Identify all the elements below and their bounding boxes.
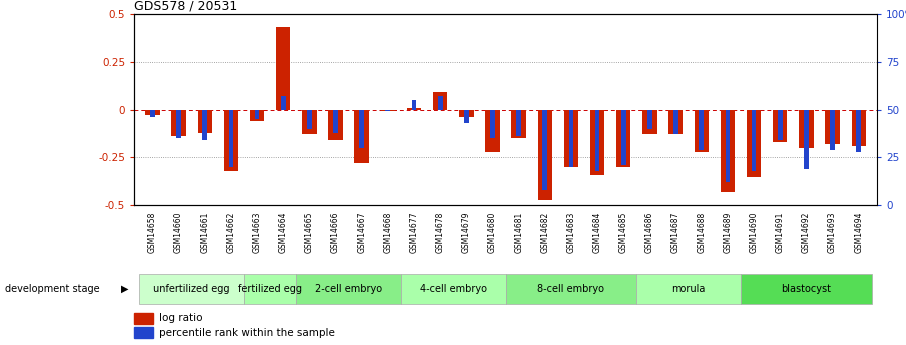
Bar (543, 109, 547, 190)
FancyBboxPatch shape (244, 274, 296, 304)
Bar (411, 100, 417, 109)
Bar (328, 109, 342, 140)
Bar (459, 109, 474, 117)
FancyBboxPatch shape (140, 274, 244, 304)
Bar (720, 109, 735, 192)
Bar (202, 109, 207, 140)
Text: percentile rank within the sample: percentile rank within the sample (159, 328, 335, 338)
Bar (281, 96, 285, 109)
Bar (564, 109, 578, 167)
FancyBboxPatch shape (741, 274, 872, 304)
Bar (433, 92, 448, 109)
Bar (354, 109, 369, 163)
Bar (224, 109, 238, 171)
Bar (145, 109, 159, 115)
Bar (825, 109, 840, 144)
Bar (407, 108, 421, 109)
Bar (673, 109, 678, 135)
Bar (642, 109, 657, 135)
Bar (171, 109, 186, 136)
Bar (276, 27, 291, 109)
Bar (438, 96, 442, 109)
Bar (726, 109, 730, 182)
Text: GDS578 / 20531: GDS578 / 20531 (134, 0, 237, 13)
Bar (381, 109, 395, 111)
Bar (695, 109, 708, 152)
Bar (778, 109, 783, 140)
Bar (150, 109, 155, 117)
Bar (773, 109, 787, 142)
Bar (537, 109, 552, 199)
Bar (856, 109, 861, 152)
Bar (307, 109, 312, 129)
Bar (486, 109, 500, 152)
Bar (516, 109, 521, 136)
Text: log ratio: log ratio (159, 313, 203, 323)
Bar (594, 109, 600, 171)
FancyBboxPatch shape (506, 274, 636, 304)
Text: blastocyst: blastocyst (781, 284, 832, 294)
Bar (569, 109, 573, 167)
Bar (799, 109, 814, 148)
Bar (228, 109, 233, 167)
FancyBboxPatch shape (296, 274, 401, 304)
Bar (490, 109, 495, 138)
Bar (385, 109, 390, 111)
FancyBboxPatch shape (401, 274, 506, 304)
Bar (176, 109, 181, 138)
Text: 8-cell embryo: 8-cell embryo (537, 284, 604, 294)
Bar (804, 109, 809, 169)
Bar (852, 109, 866, 146)
Bar (669, 109, 683, 135)
Bar (134, 313, 153, 324)
Bar (752, 109, 757, 171)
Text: fertilized egg: fertilized egg (238, 284, 302, 294)
Bar (830, 109, 835, 150)
Text: morula: morula (671, 284, 706, 294)
Bar (699, 109, 704, 150)
Text: 2-cell embryo: 2-cell embryo (315, 284, 382, 294)
Bar (333, 109, 338, 132)
Bar (616, 109, 631, 167)
Text: development stage: development stage (5, 284, 99, 294)
Bar (198, 109, 212, 132)
Bar (647, 109, 651, 129)
Bar (303, 109, 316, 135)
Text: unfertilized egg: unfertilized egg (153, 284, 230, 294)
Bar (134, 327, 153, 338)
Bar (511, 109, 525, 138)
Bar (590, 109, 604, 175)
Bar (621, 109, 626, 165)
FancyBboxPatch shape (636, 274, 741, 304)
Text: 4-cell embryo: 4-cell embryo (419, 284, 487, 294)
Bar (360, 109, 364, 148)
Bar (250, 109, 265, 121)
Bar (464, 109, 468, 123)
Bar (255, 109, 259, 119)
Text: ▶: ▶ (121, 284, 129, 294)
Bar (747, 109, 761, 177)
